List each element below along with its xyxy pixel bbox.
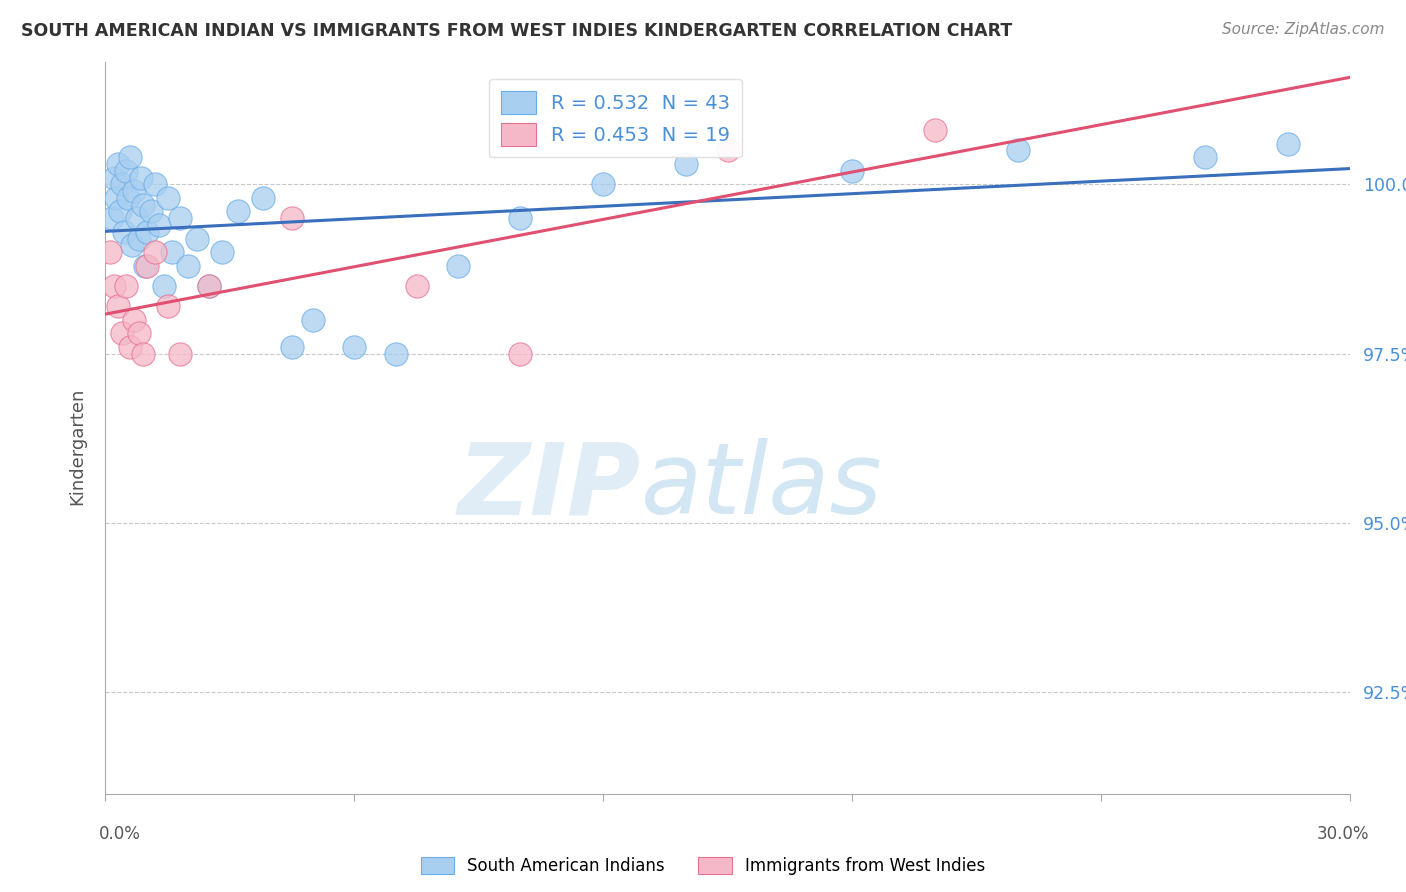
Point [177, 259, 200, 273]
Point [509, 346, 531, 360]
Point [1277, 136, 1299, 151]
Point [509, 211, 531, 226]
Point [107, 157, 129, 171]
Point [134, 259, 156, 273]
Point [125, 211, 148, 226]
Point [156, 299, 179, 313]
Point [117, 191, 139, 205]
Point [281, 211, 304, 226]
Point [1007, 144, 1029, 158]
Point [100, 211, 122, 226]
Point [211, 245, 233, 260]
Point [104, 191, 127, 205]
Legend: R = 0.532  N = 43, R = 0.453  N = 19: R = 0.532 N = 43, R = 0.453 N = 19 [489, 79, 742, 158]
Point [103, 279, 125, 293]
Point [124, 313, 146, 327]
Point [98, 245, 121, 260]
Point [343, 340, 366, 354]
Point [132, 197, 155, 211]
Text: 0.0%: 0.0% [98, 825, 141, 843]
Point [447, 259, 470, 273]
Point [115, 163, 138, 178]
Point [115, 279, 138, 293]
Point [252, 191, 274, 205]
Point [128, 326, 150, 341]
Point [169, 346, 191, 360]
Point [1194, 150, 1216, 164]
Text: SOUTH AMERICAN INDIAN VS IMMIGRANTS FROM WEST INDIES KINDERGARTEN CORRELATION CH: SOUTH AMERICAN INDIAN VS IMMIGRANTS FROM… [21, 22, 1012, 40]
Point [112, 225, 135, 239]
Text: ZIP: ZIP [457, 438, 641, 535]
Point [129, 170, 152, 185]
Point [111, 178, 134, 192]
Text: atlas: atlas [641, 438, 882, 535]
Point [841, 163, 863, 178]
Text: Kindergarten: Kindergarten [69, 387, 86, 505]
Point [198, 279, 221, 293]
Point [592, 178, 614, 192]
Point [405, 279, 427, 293]
Text: 30.0%: 30.0% [1316, 825, 1369, 843]
Point [160, 245, 183, 260]
Point [717, 144, 740, 158]
Point [924, 123, 946, 137]
Point [143, 245, 166, 260]
Point [121, 238, 143, 252]
Point [156, 191, 179, 205]
Point [103, 170, 125, 185]
Point [385, 346, 408, 360]
Point [143, 178, 166, 192]
Point [198, 279, 221, 293]
Point [226, 204, 249, 219]
Point [120, 150, 142, 164]
Point [111, 326, 134, 341]
Point [120, 340, 142, 354]
Point [169, 211, 191, 226]
Point [139, 204, 162, 219]
Point [124, 184, 146, 198]
Point [148, 218, 170, 232]
Text: Source: ZipAtlas.com: Source: ZipAtlas.com [1222, 22, 1385, 37]
Point [675, 157, 697, 171]
Point [135, 225, 157, 239]
Legend: South American Indians, Immigrants from West Indies: South American Indians, Immigrants from … [413, 850, 993, 882]
Point [301, 313, 323, 327]
Point [152, 279, 174, 293]
Point [132, 346, 155, 360]
Point [186, 231, 208, 245]
Point [128, 231, 150, 245]
Point [107, 299, 129, 313]
Point [135, 259, 157, 273]
Point [281, 340, 304, 354]
Point [108, 204, 131, 219]
